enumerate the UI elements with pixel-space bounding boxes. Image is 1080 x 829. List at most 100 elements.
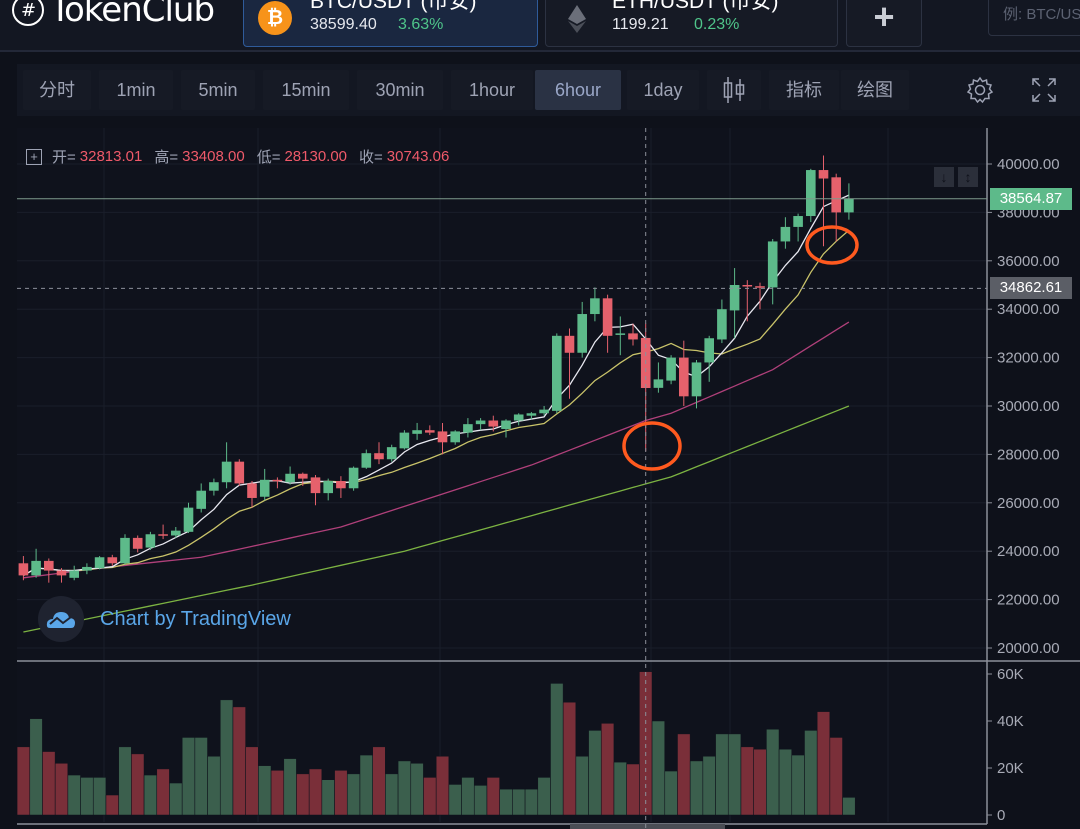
tradingview-logo-icon [38,596,84,642]
candle-body [120,537,130,564]
candle-body [755,286,765,288]
candle [615,316,626,356]
candle [793,213,803,242]
interval-15min[interactable]: 15min [263,70,349,110]
tokenclub-logo[interactable]: # TokenClub [12,0,215,30]
candle [209,478,219,496]
fullscreen-icon [1032,78,1056,102]
volume-bar [143,774,157,816]
volume-bar [54,763,69,816]
volume-bar [677,733,691,816]
volume-bar [296,773,310,816]
candle-body [56,570,67,576]
pair-change: 3.63% [398,16,444,33]
tradingview-watermark[interactable]: Chart by TradingView [38,596,291,642]
candle-body [272,479,283,482]
candle [425,425,435,436]
candle-body [94,557,105,569]
volume-bar [423,777,437,816]
candle-body [31,560,41,576]
candle-body [818,170,829,179]
candle-body [539,409,549,414]
scale-down-button[interactable]: ↓ [934,167,954,187]
volume-bar [80,777,94,816]
search-input[interactable]: 例: BTC/USDT [988,0,1080,36]
candle-body [501,420,511,429]
volume-bar [194,737,208,816]
collapse-legend-icon[interactable]: + [26,148,42,165]
volume-bar [156,768,170,816]
candle-body [18,563,29,576]
candle [463,418,473,438]
candle-body [844,198,854,213]
settings-button[interactable] [957,70,1003,110]
candle-body [806,170,816,217]
indicators-button[interactable]: 指标 [769,70,839,110]
drawing-button[interactable]: 绘图 [841,70,909,110]
interval-1min[interactable]: 1min [99,70,173,110]
candle-body [717,309,727,340]
candle [742,280,753,322]
volume-bar [232,706,246,816]
tab-eth-usdt[interactable]: ETH/USDT (币安) 1199.21 0.23% [545,0,838,47]
annotation-circle [805,225,859,265]
tab-btc-usdt[interactable]: ₿ BTC/USDT (币安) 38599.40 3.63% [243,0,538,47]
interval-30min[interactable]: 30min [357,70,443,110]
candle [628,323,638,346]
volume-bar [474,785,488,816]
volume-bar [270,770,284,816]
candle-body [247,483,257,498]
candle-body [437,431,448,443]
volume-bar [486,777,500,816]
candle [107,554,118,566]
volume-bar [258,765,272,816]
interval-tick[interactable]: 分时 [23,70,91,110]
volume-bar [67,774,81,816]
candle [767,239,778,305]
pair-price: 1199.21 [612,16,669,33]
add-pair-button[interactable]: + [846,0,922,47]
candlestick-type-button[interactable] [707,70,761,110]
candle-body [298,473,308,479]
ma-longest-line [23,405,850,633]
volume-bar [689,760,704,816]
volume-bar [181,737,196,816]
interval-6hour[interactable]: 6hour [535,70,621,110]
candle-body [348,467,359,489]
logo-mark-icon: # [12,0,44,26]
volume-bar [537,777,551,816]
volume-bar [766,728,780,816]
scale-fit-button[interactable]: ↕ [958,167,978,187]
volume-bar [613,761,627,816]
candle [539,406,549,416]
interval-1day[interactable]: 1day [627,70,699,110]
candle-body [590,298,600,315]
candle [374,442,384,465]
candle [272,477,283,489]
candle-body [679,357,689,397]
candle-body [552,335,562,411]
candle [247,481,257,508]
candle-body [386,447,397,460]
high-label: 高= [154,149,179,166]
close-label: 收= [359,149,383,166]
interval-5min[interactable]: 5min [181,70,255,110]
candle [602,294,613,353]
interval-1hour[interactable]: 1hour [451,70,533,110]
high-value: 33408.00 [182,148,245,165]
volume-bar [207,756,221,816]
volume-bar [601,723,615,816]
volume-tick-label: 60K [997,666,1024,683]
volume-bar [169,782,183,816]
candle-body [666,357,676,381]
volume-bar [93,777,107,816]
volume-bar [410,763,424,816]
candle [679,340,689,406]
candle [577,301,587,358]
volume-bar [740,746,754,816]
fullscreen-button[interactable] [1021,70,1067,110]
candle [526,412,537,420]
candle [221,442,232,489]
ethereum-icon [568,5,586,33]
